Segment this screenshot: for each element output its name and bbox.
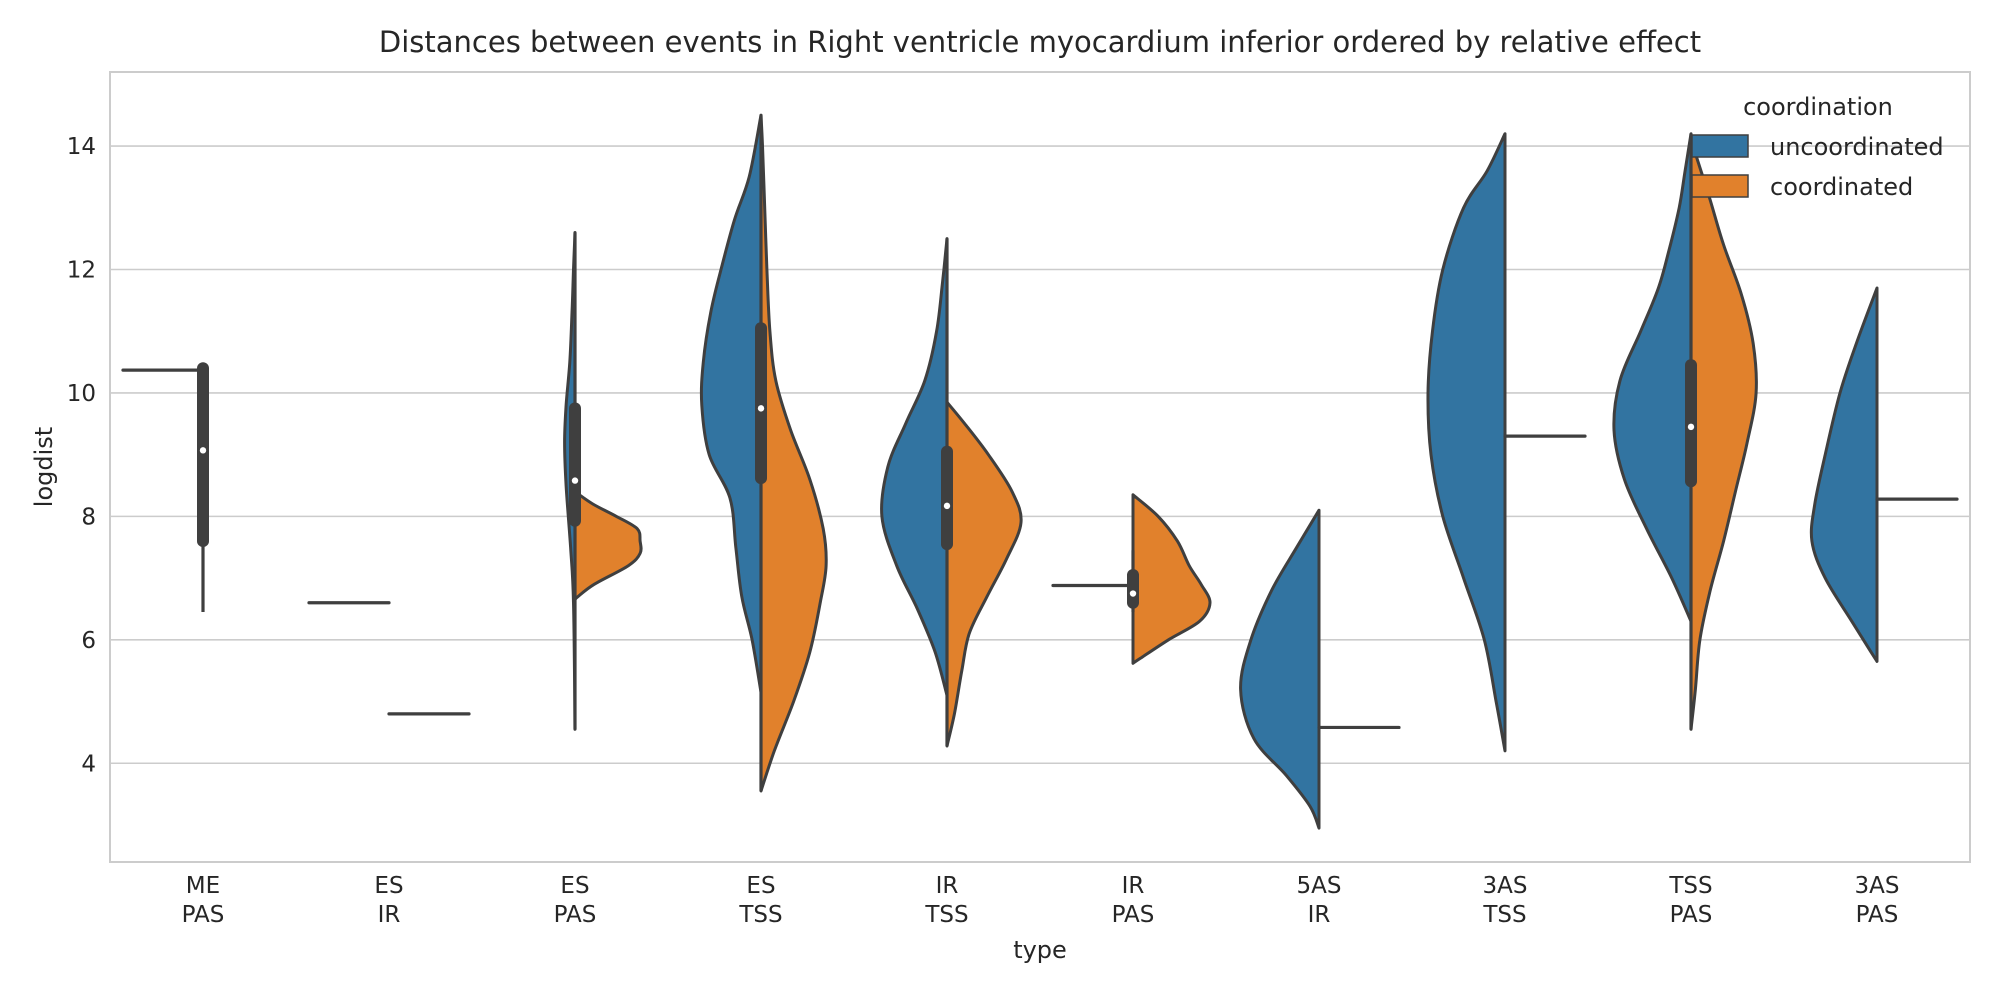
y-tick-label: 10 [67, 381, 96, 407]
violin-uncoordinated [1426, 132, 1507, 753]
x-tick-label: ES [560, 873, 589, 899]
violin-coordinated [1131, 493, 1212, 665]
box-median [943, 502, 951, 510]
violin-uncoordinated [699, 113, 763, 694]
y-tick-label: 4 [81, 751, 96, 777]
chart-title: Distances between events in Right ventri… [379, 25, 1701, 59]
x-tick-label: IR [936, 873, 959, 899]
x-tick-label: PAS [182, 902, 225, 928]
violin-uncoordinated [1809, 286, 1879, 663]
x-tick-labels: ME PAS ES IR ES PAS ES TSS IR TSS IR PAS 5AS IR 3AS TSS… [182, 873, 1900, 928]
y-tick-label: 12 [67, 258, 96, 284]
legend-swatch-uncoordinated [1691, 134, 1749, 158]
x-tick-label: ME [186, 873, 220, 899]
x-tick-label: 3AS [1855, 873, 1900, 899]
x-tick-label: PAS [1670, 902, 1713, 928]
x-tick-label: IR [1308, 902, 1331, 928]
violin-uncoordinated [1239, 508, 1321, 830]
box-median [571, 477, 579, 484]
y-tick-label: 6 [81, 628, 96, 654]
x-tick-label: PAS [1856, 902, 1899, 928]
x-tick-label: TSS [1668, 873, 1712, 899]
x-tick-label: PAS [554, 902, 597, 928]
x-tick-label: TSS [738, 902, 782, 928]
x-tick-label: IR [378, 902, 401, 928]
violin-coordinated [945, 400, 1023, 748]
y-tick-labels: 4 6 8 10 12 14 [67, 134, 96, 777]
x-tick-label: 3AS [1483, 873, 1528, 899]
box-median [1129, 590, 1137, 597]
plot-frame [109, 71, 1971, 863]
legend-label-uncoordinated: uncoordinated [1770, 133, 1944, 161]
box-median [199, 447, 207, 454]
legend: coordination uncoordinated coordinated [1691, 93, 1944, 201]
x-axis-label: type [1013, 936, 1067, 964]
box-median [1687, 423, 1695, 431]
legend-label-coordinated: coordinated [1770, 173, 1913, 201]
grid-lines [110, 145, 1970, 765]
y-tick-label: 8 [81, 504, 96, 530]
x-tick-label: TSS [1482, 902, 1526, 928]
x-tick-label: PAS [1112, 902, 1155, 928]
violin-uncoordinated [1612, 132, 1693, 623]
violin-groups [121, 113, 1959, 830]
x-tick-label: IR [1122, 873, 1145, 899]
y-tick-label: 14 [67, 134, 96, 160]
y-axis-label: logdist [30, 427, 58, 507]
x-tick-label: TSS [924, 902, 968, 928]
violin-uncoordinated [880, 237, 949, 697]
legend-title: coordination [1743, 93, 1893, 121]
inner-boxes [197, 115, 1697, 792]
x-tick-label: ES [746, 873, 775, 899]
x-tick-label: ES [374, 873, 403, 899]
box-median [757, 405, 765, 412]
legend-swatch-coordinated [1691, 174, 1749, 198]
x-tick-label: 5AS [1297, 873, 1342, 899]
violin-coordinated [573, 490, 643, 602]
violin-coordinated [1689, 138, 1758, 731]
violin-coordinated [759, 113, 828, 793]
